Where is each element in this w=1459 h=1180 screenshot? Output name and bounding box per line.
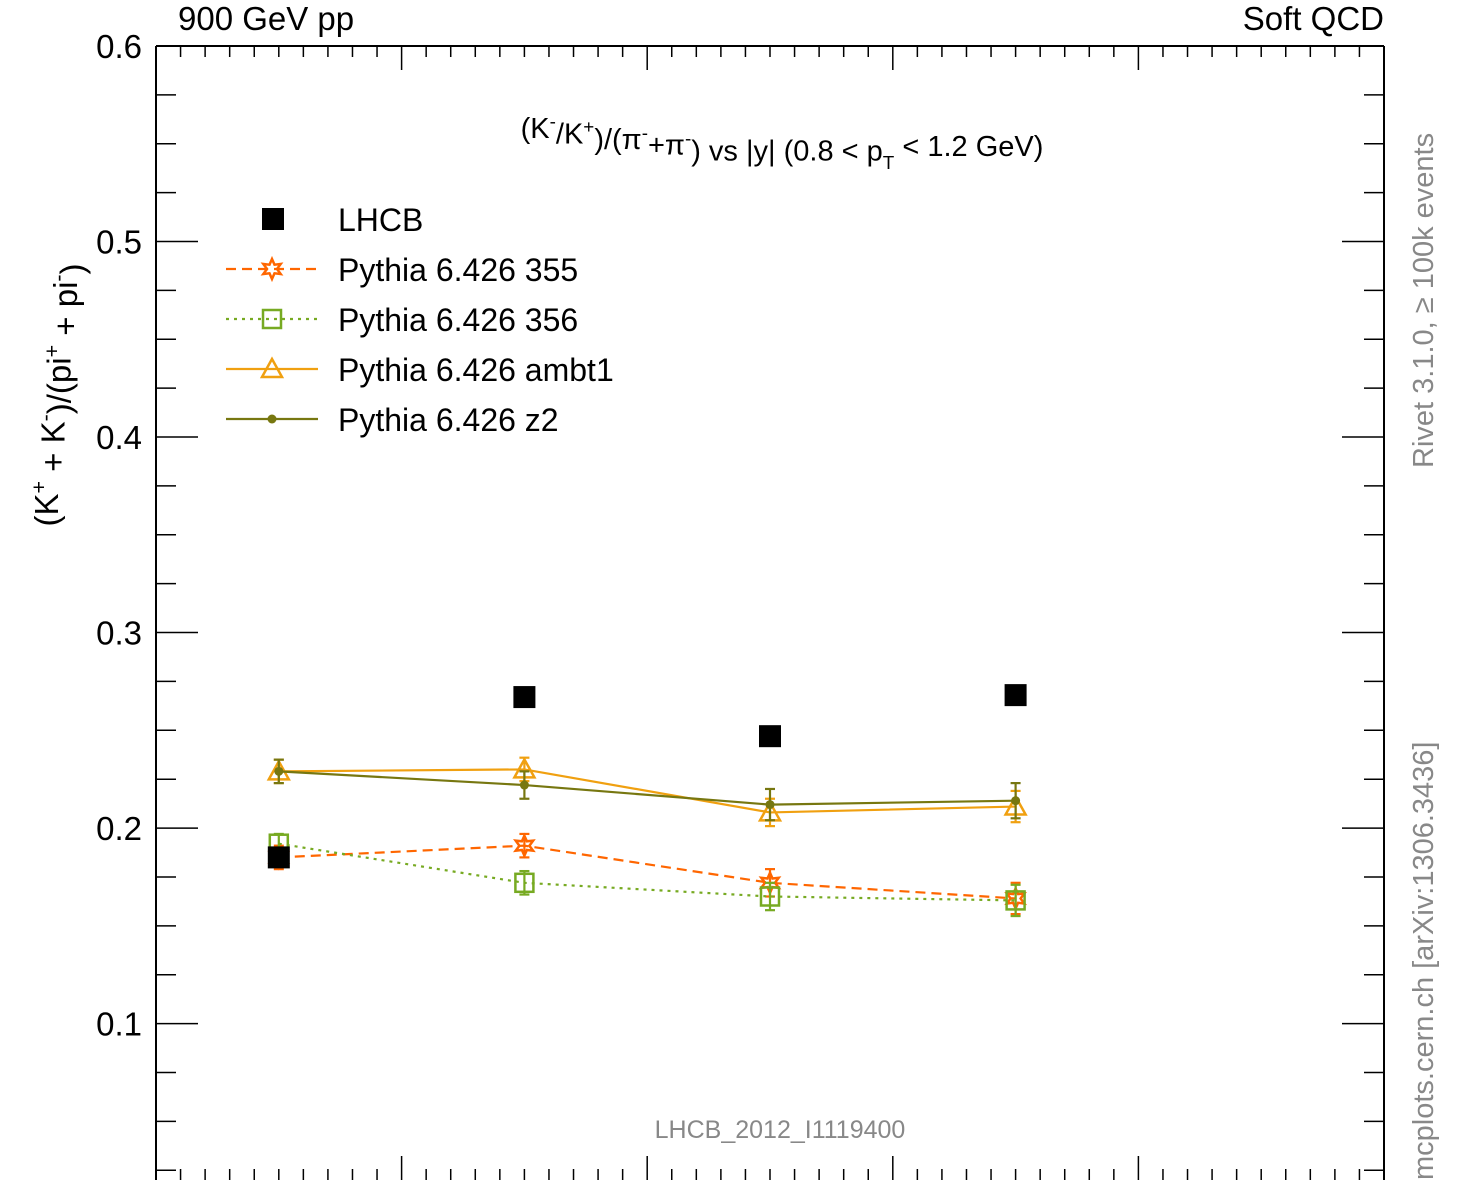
- series-line: [278, 770, 1016, 806]
- header-left: 900 GeV pp: [178, 0, 355, 37]
- series-data: [267, 684, 1027, 869]
- rivet-version-label: Rivet 3.1.0, ≥ 100k events: [1408, 132, 1440, 468]
- legend-marker: [262, 208, 284, 230]
- series-layer: [266, 684, 1028, 918]
- star-marker: [260, 255, 284, 283]
- dot-marker: [765, 800, 775, 810]
- legend-entry: LHCB: [262, 202, 423, 238]
- legend-entry: Pythia 6.426 ambt1: [226, 352, 614, 388]
- legend-label: Pythia 6.426 355: [338, 252, 578, 288]
- header-right: Soft QCD: [1242, 0, 1384, 37]
- y-tick-label: 0.5: [96, 224, 142, 261]
- series-solid-dot: [273, 758, 1021, 822]
- dot-marker: [1011, 796, 1021, 806]
- dot-marker: [519, 780, 529, 790]
- legend-entry: Pythia 6.426 z2: [226, 402, 559, 438]
- legend-label: LHCB: [338, 202, 423, 238]
- y-tick-label: 0.3: [96, 615, 142, 652]
- square-marker: [1005, 890, 1026, 911]
- y-tick-label: 0.4: [96, 419, 142, 456]
- series-line: [278, 842, 1016, 902]
- dot-marker: [274, 766, 284, 776]
- dot-marker: [267, 414, 277, 424]
- mcplots-source-label: mcplots.cern.ch [arXiv:1306.3436]: [1408, 741, 1440, 1180]
- legend-label: Pythia 6.426 356: [338, 302, 578, 338]
- data-point-marker: [759, 725, 781, 748]
- series-line: [278, 768, 1016, 814]
- square-marker: [514, 872, 535, 894]
- data-point-marker: [267, 846, 290, 869]
- y-axis-label: (K+ + K-)/(pi+ + pi-): [27, 263, 90, 526]
- analysis-watermark: LHCB_2012_I1119400: [655, 1116, 906, 1144]
- y-tick-label: 0.6: [96, 28, 142, 65]
- axis-ticks: [155, 45, 1385, 1180]
- series-dashed-star: [267, 832, 1028, 916]
- square-marker: [759, 886, 781, 907]
- y-tick-label: 0.1: [96, 1006, 142, 1043]
- data-point-marker: [513, 686, 536, 709]
- series-solid-triangle: [266, 756, 1028, 828]
- y-tick-label: 0.2: [96, 810, 142, 847]
- star-marker: [512, 832, 536, 859]
- legend-entry: Pythia 6.426 355: [226, 252, 578, 288]
- series-line: [278, 844, 1016, 900]
- legend-label: Pythia 6.426 z2: [338, 402, 559, 438]
- square-marker: [261, 308, 283, 330]
- legend-label: Pythia 6.426 ambt1: [338, 352, 614, 388]
- triangle-marker: [259, 356, 285, 379]
- legend-entry: Pythia 6.426 356: [226, 302, 578, 338]
- legend: LHCB Pythia 6.426 355 Pythia 6.426 356 Pyth…: [226, 202, 614, 438]
- series-dotted-square: [268, 832, 1026, 918]
- data-point-marker: [1004, 684, 1027, 707]
- y-tick-labels: 0.1 0.2 0.3 0.4 0.5 0.6: [96, 28, 142, 1043]
- chart-title: (K-/K+)/(π-+π-) vs |y| (0.8 < pT < 1.2 G…: [521, 111, 1044, 173]
